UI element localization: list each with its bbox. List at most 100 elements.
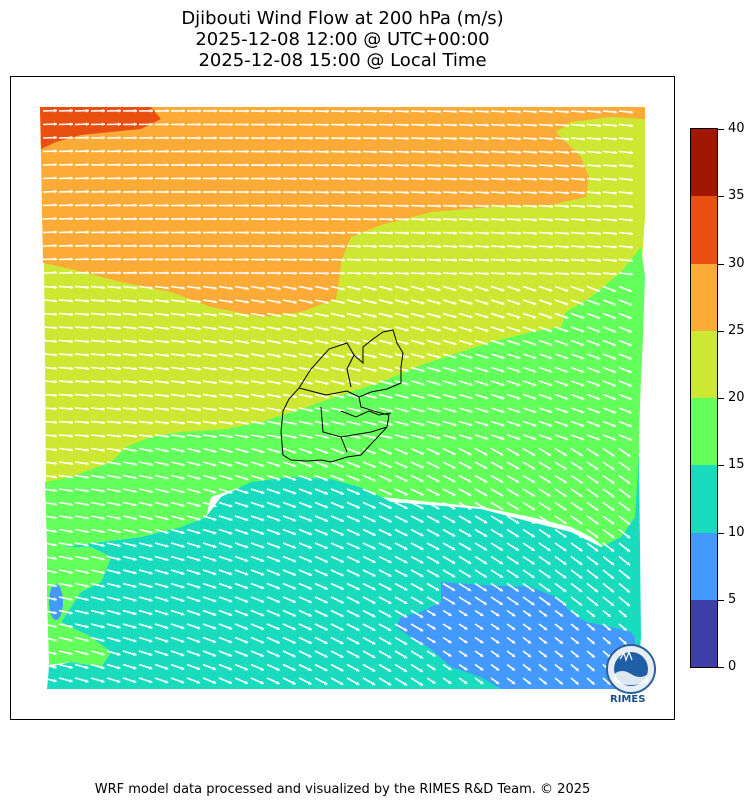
wind-vector-head bbox=[610, 480, 615, 484]
wind-vector-head bbox=[483, 547, 487, 551]
wind-vector-head bbox=[515, 601, 519, 605]
wind-vector-head bbox=[117, 530, 121, 534]
wind-vector-head bbox=[501, 136, 505, 141]
wind-vector-head bbox=[310, 109, 313, 114]
wind-vector-head bbox=[532, 342, 537, 346]
wind-vector-head bbox=[230, 217, 233, 221]
wind-vector-head bbox=[166, 122, 169, 127]
wind-vector-head bbox=[325, 300, 329, 305]
wind-vector-head bbox=[133, 393, 137, 398]
wind-vector-head bbox=[198, 230, 201, 235]
wind-vector-head bbox=[533, 164, 537, 168]
wind-vector-head bbox=[133, 611, 137, 616]
wind-vector-head bbox=[563, 479, 567, 484]
wind-vector-head bbox=[278, 176, 281, 181]
wind-vector-head bbox=[607, 613, 611, 617]
wind-vector-head bbox=[387, 614, 392, 618]
wind-vector-head bbox=[229, 394, 233, 399]
wind-vector-head bbox=[277, 408, 281, 412]
wind-vector-head bbox=[118, 230, 121, 235]
wind-vector-head bbox=[53, 298, 57, 303]
wind-vector-head bbox=[308, 545, 312, 549]
wind-vector-head bbox=[517, 190, 521, 195]
wind-vector-head bbox=[548, 288, 553, 292]
wind-vector-head bbox=[485, 409, 489, 413]
wind-vector-head bbox=[579, 466, 583, 470]
wind-vector-head bbox=[276, 626, 280, 631]
colorbar-tick-label: 10 bbox=[728, 524, 745, 540]
wind-vector-head bbox=[261, 381, 265, 385]
wind-vector-head bbox=[262, 271, 265, 275]
wind-vector-head bbox=[612, 356, 617, 360]
wind-vector-head bbox=[341, 300, 345, 305]
wind-vector-head bbox=[374, 150, 377, 154]
wind-vector-head bbox=[69, 407, 73, 411]
wind-vector-head bbox=[293, 300, 297, 304]
wind-vector-head bbox=[404, 532, 408, 537]
wind-vector-head bbox=[262, 230, 265, 235]
wind-vector-head bbox=[245, 286, 249, 291]
wind-vector-head bbox=[421, 395, 425, 400]
wind-vector-head bbox=[342, 271, 345, 276]
wind-vector-head bbox=[53, 406, 57, 411]
wind-vector-head bbox=[101, 448, 105, 452]
wind-vector-head bbox=[565, 272, 569, 276]
wind-vector-head bbox=[594, 520, 599, 525]
wind-vector-head bbox=[531, 520, 535, 524]
wind-vector-head bbox=[133, 462, 137, 466]
wind-vector-head bbox=[390, 123, 393, 127]
wind-vector-head bbox=[453, 395, 457, 400]
wind-vector-head bbox=[420, 505, 424, 510]
wind-vector-head bbox=[595, 493, 599, 497]
wind-vector-head bbox=[213, 434, 217, 439]
wind-vector-head bbox=[293, 327, 297, 331]
region-line-4 bbox=[346, 354, 355, 388]
wind-vector-head bbox=[527, 667, 531, 671]
wind-vector-head bbox=[244, 680, 248, 685]
wind-vector-head bbox=[102, 162, 105, 167]
wind-vector-head bbox=[356, 627, 360, 631]
wind-vector-head bbox=[277, 394, 281, 399]
wind-vector-head bbox=[70, 162, 73, 167]
wind-vector-head bbox=[165, 407, 169, 412]
wind-vector-head bbox=[213, 463, 217, 467]
wind-vector-head bbox=[277, 300, 281, 304]
wind-vector-head bbox=[607, 681, 611, 685]
wind-vector-head bbox=[564, 436, 569, 441]
wind-vector-head bbox=[629, 204, 633, 209]
wind-vector-head bbox=[581, 272, 585, 276]
wind-vector-head bbox=[579, 452, 583, 457]
wind-vector-head bbox=[594, 548, 599, 552]
wind-vector-head bbox=[276, 518, 281, 522]
wind-vector-head bbox=[69, 570, 73, 574]
wind-vector-head bbox=[133, 666, 137, 670]
wind-vector-head bbox=[197, 380, 201, 385]
wind-vector-head bbox=[532, 328, 537, 333]
wind-vector-head bbox=[372, 464, 376, 468]
wind-vector-head bbox=[389, 381, 393, 386]
wind-vector-head bbox=[182, 257, 185, 262]
wind-vector-head bbox=[213, 367, 217, 371]
wind-vector-head bbox=[214, 244, 217, 248]
wind-vector-head bbox=[308, 504, 313, 509]
wind-vector-head bbox=[388, 546, 392, 550]
wind-vector-head bbox=[374, 190, 377, 195]
wind-vector-head bbox=[117, 475, 121, 480]
wind-vector-head bbox=[549, 150, 553, 155]
wind-vector-head bbox=[403, 682, 407, 686]
wind-vector-head bbox=[483, 587, 487, 591]
wind-vector-head bbox=[166, 203, 169, 208]
wind-vector-head bbox=[485, 204, 489, 209]
wind-vector-head bbox=[86, 122, 89, 127]
wind-vector-head bbox=[197, 434, 201, 439]
wind-vector-head bbox=[403, 668, 407, 672]
wind-vector-head bbox=[180, 625, 185, 630]
wind-vector-head bbox=[85, 380, 89, 384]
colorbar-tick-label: 25 bbox=[728, 322, 745, 338]
wind-vector-head bbox=[245, 421, 249, 426]
wind-vector-head bbox=[358, 109, 361, 114]
wind-vector-head bbox=[133, 652, 137, 656]
wind-vector-head bbox=[579, 520, 583, 524]
wind-vector-head bbox=[197, 286, 201, 290]
wind-vector-head bbox=[228, 639, 233, 644]
